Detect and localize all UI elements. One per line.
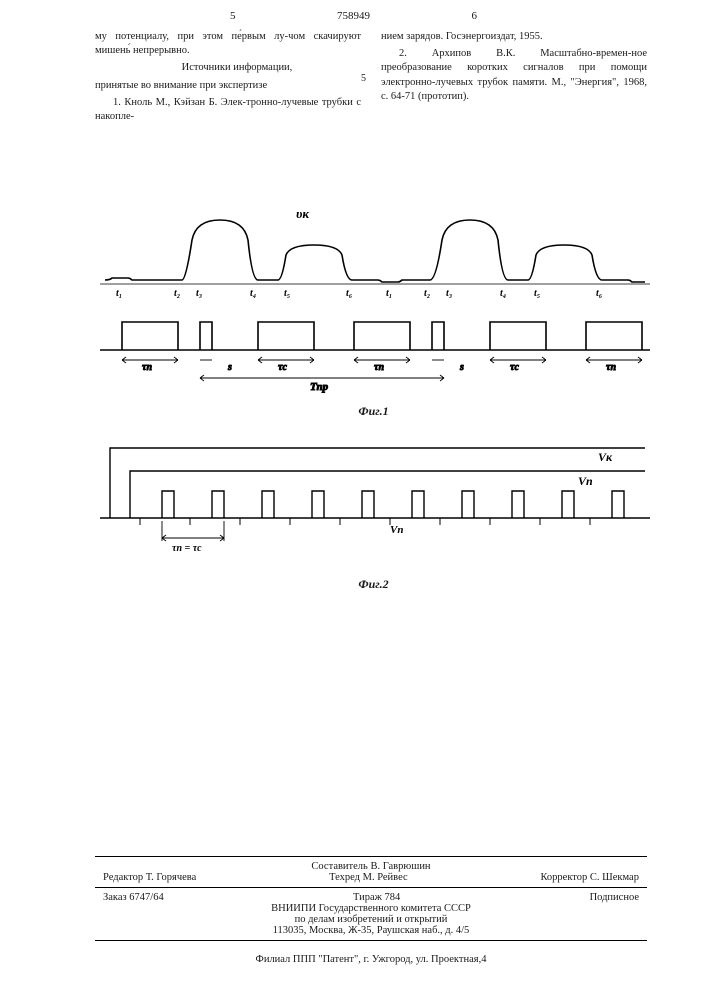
fig1-top-waveform — [105, 220, 645, 282]
fig1-vk-label: υк — [296, 206, 309, 221]
sources-sub: принятые во внимание при экспертизе — [95, 79, 361, 93]
left-column: му потенциалу, при этом пе́рвым лу-чом с… — [95, 30, 361, 127]
figures-area: υк t₁ t₂ t₃ t₄ t₅ t₆ t₁ t₂ t₃ t₄ t₅ t₆ — [100, 200, 647, 592]
fig1-t5b: t₅ — [534, 288, 540, 299]
fig2-tau-dim — [162, 521, 224, 541]
footer-branch: Филиал ППП "Патент", г. Ужгород, ул. Про… — [95, 954, 647, 965]
fig1-caption: Фиг.1 — [100, 404, 647, 419]
fig2-caption: Фиг.2 — [100, 577, 647, 592]
page-num-right: 6 — [472, 10, 478, 22]
fig1-t1b: t₁ — [386, 288, 392, 299]
fig2-vk-label: Vк — [598, 450, 613, 464]
fig1-t4b: t₄ — [500, 288, 506, 299]
fig2-vn-small: Vп — [390, 524, 403, 536]
footer-techred: Техред М. Рейвес — [329, 872, 408, 883]
footer-order: Заказ 6747/64 — [103, 892, 164, 903]
svg-text:τс: τс — [510, 362, 519, 373]
fig1-t6: t₆ — [346, 288, 353, 299]
svg-text:τп: τп — [606, 362, 616, 373]
svg-text:τс: τс — [278, 362, 287, 373]
text-columns: му потенциалу, при этом пе́рвым лу-чом с… — [95, 30, 647, 127]
left-p1: му потенциалу, при этом пе́рвым лу-чом с… — [95, 30, 361, 58]
footer-org2: по делам изобретений и открытий — [95, 914, 647, 925]
footer-corrector: Корректор С. Шекмар — [540, 872, 639, 883]
fig1-t4: t₄ — [250, 288, 256, 299]
document-number: 758949 — [337, 10, 370, 22]
svg-text:Тпр: Тпр — [310, 381, 329, 393]
footer-tirazh: Тираж 784 — [353, 892, 400, 903]
footer-org1: ВНИИПИ Государственного комитета СССР — [95, 903, 647, 914]
svg-text:s: s — [227, 362, 232, 373]
fig2-vk-line — [110, 448, 645, 518]
fig1-t6b: t₆ — [596, 288, 603, 299]
fig2-tau-eq-label: τп = τс — [172, 543, 202, 554]
fig1-t3: t₃ — [196, 288, 202, 299]
fig2-vn-label: Vп — [578, 474, 593, 488]
fig1-pulse-1 — [122, 322, 178, 350]
fig1-pulse-6 — [490, 322, 546, 350]
fig1-pulse-5 — [432, 322, 444, 350]
right-p1: нием зарядов. Госэнергоиздат, 1955. — [381, 30, 647, 44]
fig1-t1: t₁ — [116, 288, 122, 299]
ref1: 1. Кноль М., Кэйзан Б. Элек-тронно-лучев… — [95, 96, 361, 124]
fig1-pulse-3 — [258, 322, 314, 350]
svg-text:s: s — [459, 362, 464, 373]
fig2-ticks — [140, 518, 590, 525]
footer-compiler: Составитель В. Гаврюшин — [95, 861, 647, 872]
right-column: нием зарядов. Госэнергоиздат, 1955. 2. А… — [381, 30, 647, 127]
footer-block: Составитель В. Гаврюшин Редактор Т. Горя… — [95, 852, 647, 945]
footer-signed: Подписное — [590, 892, 639, 903]
fig2-pulses — [162, 491, 624, 518]
footer-address: 113035, Москва, Ж-35, Раушская наб., д. … — [95, 925, 647, 936]
fig1-dims: τп s τс τп s τс τп — [122, 357, 642, 393]
ref2: 2. Архипов В.К. Масштабно-времен-ное пре… — [381, 47, 647, 104]
fig1-pulse-4 — [354, 322, 410, 350]
fig2-vn-line — [130, 471, 645, 518]
svg-text:τп: τп — [374, 362, 384, 373]
svg-text:τп: τп — [142, 362, 152, 373]
figure-2: Vк Vп Vп — [100, 443, 650, 573]
sources-heading: Источники информации, — [95, 61, 361, 75]
fig1-t2: t₂ — [174, 288, 180, 299]
footer-editor: Редактор Т. Горячева — [103, 872, 196, 883]
figure-1: υк t₁ t₂ t₃ t₄ t₅ t₆ t₁ t₂ t₃ t₄ t₅ t₆ — [100, 200, 650, 400]
fig1-t5: t₅ — [284, 288, 290, 299]
fig1-pulse-7 — [586, 322, 642, 350]
fig1-t3b: t₃ — [446, 288, 452, 299]
margin-marker: 5 — [361, 72, 366, 86]
fig1-pulse-2 — [200, 322, 212, 350]
page-num-left: 5 — [230, 10, 236, 22]
fig1-t2b: t₂ — [424, 288, 430, 299]
